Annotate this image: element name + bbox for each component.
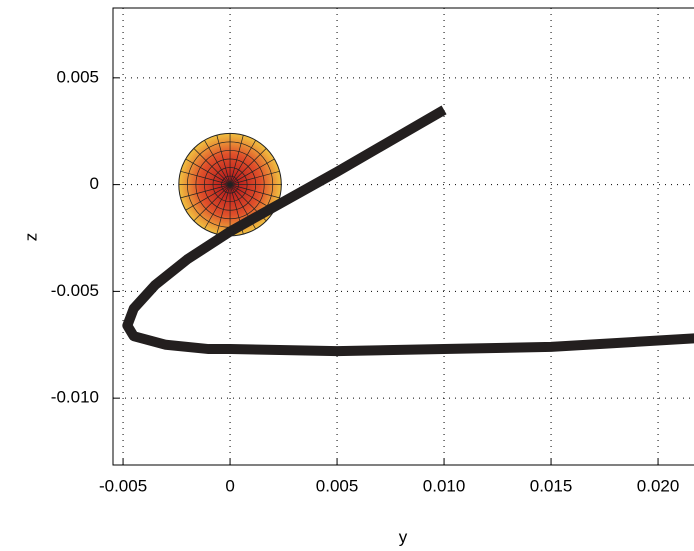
x-tick-label: -0.005	[99, 476, 147, 495]
sphere-mesh	[229, 184, 280, 199]
sphere-mesh	[229, 135, 244, 185]
sphere-mesh	[229, 148, 267, 185]
x-tick-label: 0.020	[637, 476, 680, 495]
x-tick-label: 0.010	[423, 476, 466, 495]
sphere-mesh	[193, 148, 231, 185]
sphere-mesh	[229, 140, 256, 185]
x-tick-label: 0	[225, 476, 234, 495]
sphere-mesh	[185, 184, 231, 211]
x-tick-label: 0.005	[316, 476, 359, 495]
x-axis-label: y	[399, 527, 408, 546]
trajectory	[122, 105, 694, 357]
sphere-mesh	[229, 171, 280, 185]
y-tick-label: -0.005	[51, 281, 99, 300]
sphere-mesh	[229, 158, 275, 185]
x-tick-label: 0.015	[530, 476, 573, 495]
sphere-mesh	[216, 184, 231, 235]
y-tick-label: 0.005	[56, 67, 99, 86]
y-tick-label: 0	[90, 174, 99, 193]
sphere-mesh	[204, 140, 231, 185]
y-axis-label: z	[21, 233, 40, 242]
sphere-mesh	[180, 171, 231, 185]
axes-frame	[112, 7, 694, 466]
sphere-mesh	[204, 184, 231, 230]
y-tick-label: -0.010	[51, 388, 99, 407]
sphere-mesh	[216, 135, 231, 185]
sphere-mesh	[193, 184, 231, 222]
sphere-mesh	[180, 184, 231, 199]
sphere-mesh	[185, 158, 231, 185]
